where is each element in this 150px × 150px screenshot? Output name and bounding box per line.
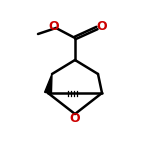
- Text: O: O: [70, 112, 80, 126]
- Polygon shape: [45, 74, 52, 94]
- Text: O: O: [49, 20, 59, 33]
- Text: O: O: [97, 21, 107, 33]
